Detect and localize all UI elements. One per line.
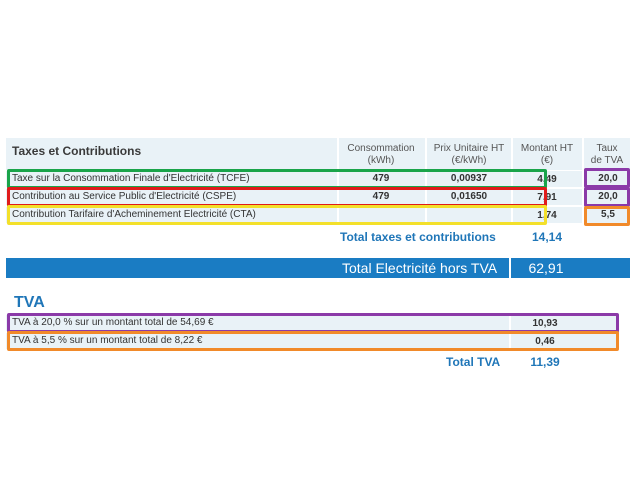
total-tva-label: Total TVA <box>446 355 501 369</box>
table-row-tcfe <box>6 171 630 187</box>
tax-amount: 1,74 <box>537 210 557 221</box>
total-electricity-band <box>6 258 630 278</box>
table-row-tva-20 <box>6 315 618 331</box>
tva-value: 10,93 <box>532 318 558 329</box>
column-header-amount-line2: (€) <box>540 155 554 166</box>
highlight-box-purple-tva <box>7 313 619 333</box>
tax-consumption: 479 <box>372 173 390 184</box>
column-header-unit-price-line1: Prix Unitaire HT <box>433 143 505 154</box>
tax-rate: 20,0 <box>598 173 618 184</box>
tax-amount: 7,91 <box>537 192 557 203</box>
tax-unit-price: 0,01650 <box>450 191 488 202</box>
tva-value: 0,46 <box>535 336 555 347</box>
total-electricity-value: 62,91 <box>528 260 564 276</box>
column-header-consumption-line2: (kWh) <box>367 155 395 166</box>
tax-label: Contribution Tarifaire d'Acheminement El… <box>12 209 256 220</box>
tax-label: Contribution au Service Public d'Electri… <box>12 191 237 202</box>
highlight-box-yellow <box>7 205 547 225</box>
column-header-rate-line2: de TVA <box>590 155 624 166</box>
highlight-box-orange-tva <box>7 331 619 351</box>
tax-rate: 20,0 <box>598 191 618 202</box>
total-electricity-label: Total Electricité hors TVA <box>342 260 498 276</box>
total-tva-value: 11,39 <box>530 355 560 369</box>
column-header-consumption-line1: Consommation <box>347 143 415 154</box>
highlight-box-purple-rate <box>584 187 630 207</box>
tax-rate: 5,5 <box>601 209 615 220</box>
tax-unit-price: 0,00937 <box>450 173 488 184</box>
tva-label: TVA à 5,5 % sur un montant total de 8,22… <box>12 335 203 346</box>
tva-label: TVA à 20,0 % sur un montant total de 54,… <box>12 317 214 328</box>
highlight-box-green <box>7 169 547 189</box>
section-title-taxes: Taxes et Contributions <box>12 144 142 158</box>
column-header-unit-price: Prix Unitaire HT (€/kWh) <box>427 143 511 167</box>
highlight-box-orange-rate <box>584 206 630 226</box>
total-taxes-value: 14,14 <box>531 230 563 244</box>
tax-consumption: 479 <box>372 191 390 202</box>
column-header-consumption: Consommation (kWh) <box>339 143 423 167</box>
column-header-amount-line1: Montant HT <box>520 143 574 154</box>
column-header-rate-line1: Taux <box>596 143 618 154</box>
highlight-box-red <box>7 187 547 207</box>
table-header <box>6 138 630 170</box>
table-row-cspe <box>6 189 630 205</box>
column-header-amount: Montant HT (€) <box>513 143 581 167</box>
column-header-unit-price-line2: (€/kWh) <box>451 155 487 166</box>
table-row-tva-5-5 <box>6 333 618 349</box>
section-title-tva: TVA <box>14 294 45 311</box>
table-row-cta <box>6 207 630 223</box>
column-header-rate: Taux de TVA <box>584 143 630 167</box>
total-taxes-label: Total taxes et contributions <box>340 230 496 244</box>
tax-amount: 4,49 <box>537 174 557 185</box>
tax-label: Taxe sur la Consommation Finale d'Electr… <box>12 173 250 184</box>
highlight-box-purple-rate <box>584 168 630 188</box>
